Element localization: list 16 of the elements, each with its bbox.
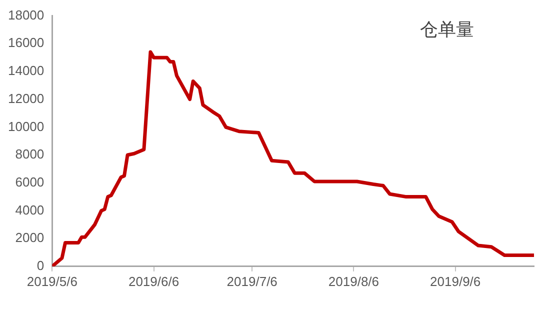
y-tick-label: 2000 xyxy=(15,230,44,246)
y-tick-label: 18000 xyxy=(8,7,44,22)
y-tick-label: 8000 xyxy=(15,146,44,162)
x-tick-label: 2019/9/6 xyxy=(430,274,481,289)
y-tick-label: 12000 xyxy=(8,90,44,106)
y-tick-label: 4000 xyxy=(15,202,44,218)
x-tick-label: 2019/8/6 xyxy=(328,274,380,289)
x-tick-label: 2019/6/6 xyxy=(128,274,180,289)
y-tick-label: 6000 xyxy=(15,174,44,190)
chart-title: 仓单量 xyxy=(420,20,474,41)
y-tick-label: 10000 xyxy=(8,118,44,134)
y-tick-label: 16000 xyxy=(8,35,44,50)
y-tick-label: 14000 xyxy=(8,63,44,78)
y-tick-label: 0 xyxy=(36,258,44,273)
x-tick-label: 2019/5/6 xyxy=(26,274,78,289)
x-tick-label: 2019/7/6 xyxy=(226,274,278,289)
